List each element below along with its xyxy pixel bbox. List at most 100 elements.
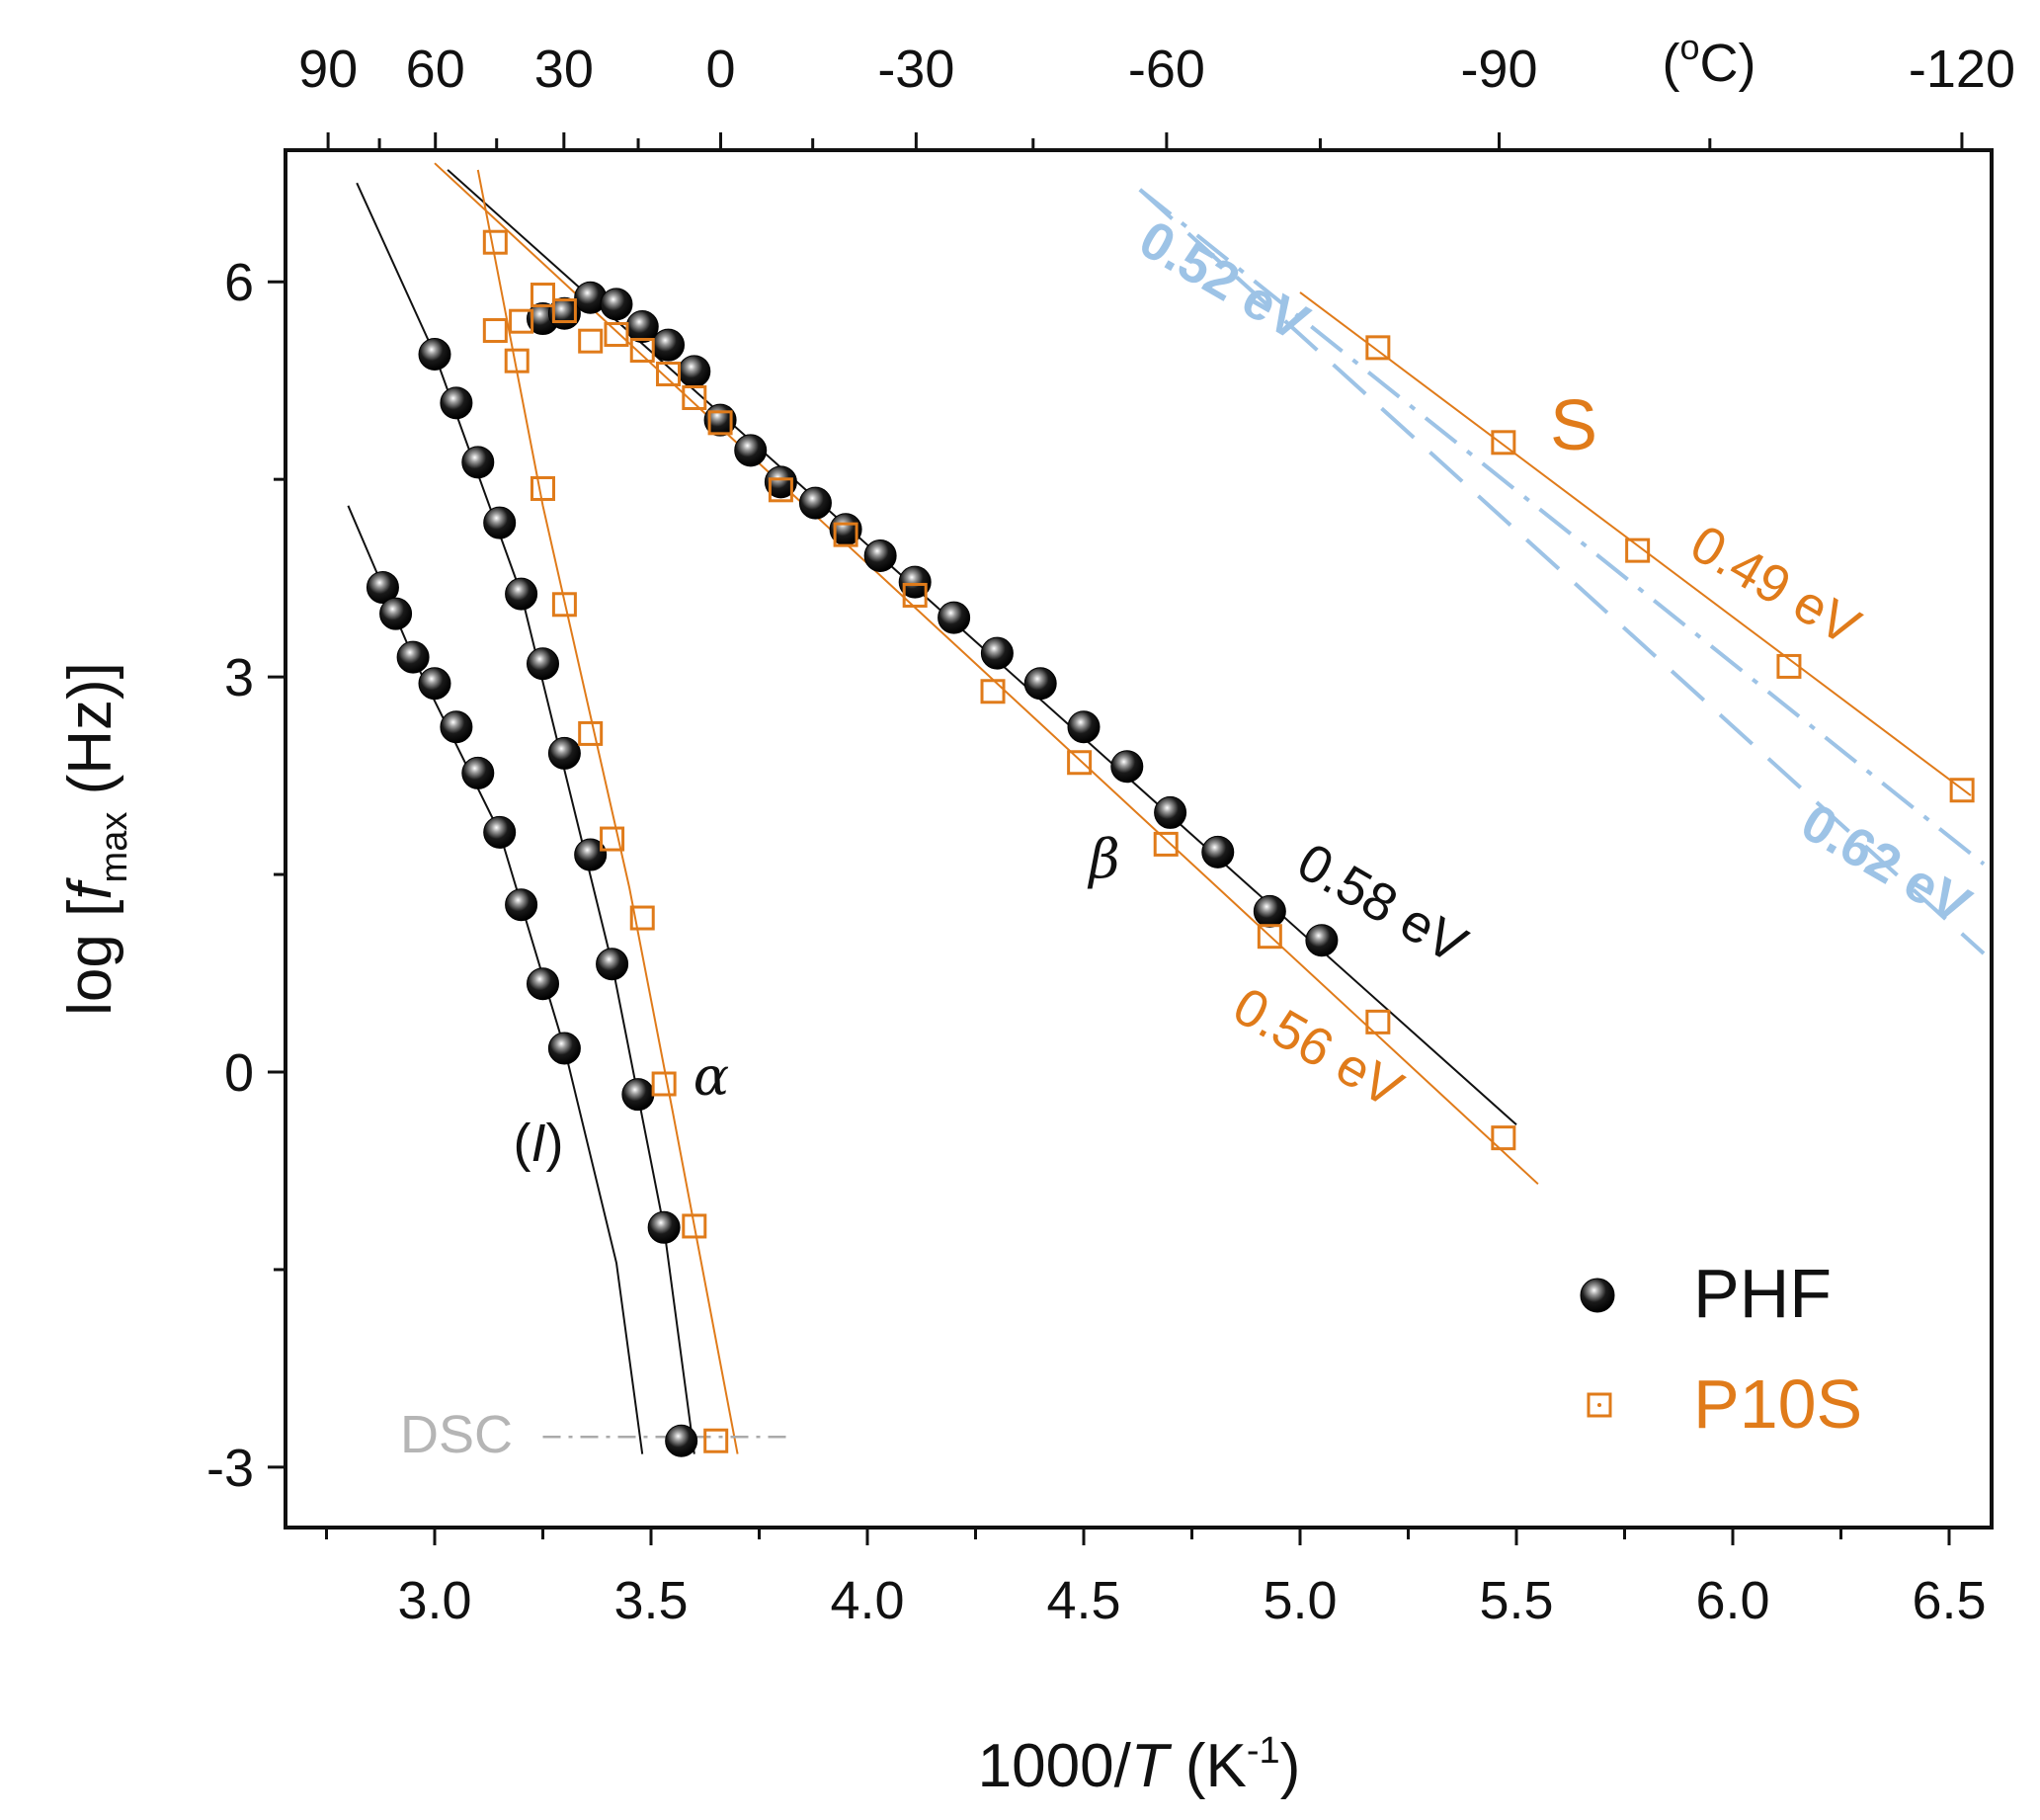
phf-point [1023,667,1057,701]
p10s-point [530,283,555,308]
phf-point [798,486,832,520]
x-tick-label: 3.0 [397,1571,471,1630]
phf-point [647,1210,681,1244]
phf-point [1305,924,1339,957]
p10s-point [1491,1125,1516,1151]
y-tick-label: -3 [206,1439,254,1498]
y-tick-label: 3 [224,648,254,707]
p10s-point [482,229,508,255]
top-axis-unit-label: (oC) [1663,27,1756,93]
ea-p10s-beta: 0.56 eV [1223,976,1412,1119]
phf-point [483,506,517,539]
top-tick-label: -60 [1128,40,1205,99]
p10s-point [629,338,655,364]
p10s-point [629,905,655,931]
phf-point [440,386,473,420]
phf-point [483,815,517,849]
p10s-point [980,679,1006,704]
label-beta: β [1087,828,1119,890]
phf-point [898,565,932,599]
legend-label-p10s: P10S [1693,1365,1862,1443]
top-tick-label: -120 [1909,40,2015,99]
phf-point [547,1032,581,1065]
fit-line [347,505,644,1454]
p10s-point [1491,430,1516,455]
p10s-point [682,385,707,411]
top-tick-label: -30 [877,40,954,99]
p10s-point [578,328,604,354]
top-tick-label: 0 [705,40,735,99]
top-tick-label: 30 [534,40,594,99]
p10s-point [656,362,682,387]
p10s-point [902,582,928,608]
p10s-point [703,1428,729,1453]
p10s-point [833,522,858,547]
x-tick-label: 4.0 [830,1571,904,1630]
phf-point [652,328,686,362]
p10s-point [768,477,793,503]
label-I-close: ) [546,1114,564,1173]
ea-upper: 0.52 eV [1129,209,1318,353]
p10s-point [1365,335,1391,361]
top-tick-label: 60 [406,40,465,99]
phf-point [1067,710,1101,744]
p10s-point [482,318,508,344]
fit-line [434,162,1539,1186]
legend-label-phf: PHF [1693,1255,1832,1332]
phf-point [505,577,538,611]
x-axis-title-unit-sup: -1 [1247,1730,1280,1772]
phf-point [418,338,451,372]
phf-point [938,601,971,634]
phf-point [625,310,659,344]
p10s-point [1949,778,1975,803]
label-dsc: DSC [400,1405,513,1464]
label-alpha: α [694,1045,729,1108]
phf-point [863,538,897,572]
p10s-point [1365,1009,1391,1034]
phf-point [547,736,581,770]
x-axis-title-unit-open: (K [1169,1732,1247,1800]
legend-marker-p10s [1587,1392,1612,1418]
top-tick-label: 90 [298,40,358,99]
top-tick-label: -90 [1460,40,1537,99]
phf-point [418,667,451,701]
phf-point [379,597,413,630]
p10s-point [600,826,625,852]
label-I-var: I [530,1114,545,1173]
label-I: (I) [514,1114,564,1173]
phf-point [527,967,559,1001]
fit-line [356,182,695,1454]
plot-frame [284,148,1994,1530]
phf-point [505,888,538,922]
x-tick-label: 3.5 [613,1571,688,1630]
phf-point [440,710,473,744]
x-tick-label: 6.0 [1695,1571,1769,1630]
p10s-point [1153,831,1179,857]
p10s-point [509,308,534,334]
x-tick-label: 5.0 [1263,1571,1337,1630]
top-axis-unit-open: ( [1663,34,1680,93]
x-tick-label: 5.5 [1479,1571,1553,1630]
phf-point [1110,750,1144,784]
phf-point [527,647,559,681]
label-S: S [1550,386,1597,465]
p10s-point [682,1213,707,1239]
y-tick-label: 6 [224,253,254,312]
y-axis-title-prefix: log [ [56,900,124,1016]
phf-point [980,636,1014,670]
x-tick-label: 6.5 [1912,1571,1986,1630]
phf-point [574,838,608,871]
p10s-point [578,720,604,746]
p10s-point [504,348,530,373]
phf-point [596,948,629,981]
phf-point [1201,835,1235,869]
phf-point [1253,894,1286,928]
x-axis-title: 1000/T (K-1) [978,1730,1301,1800]
y-axis-title-suffix: (Hz)] [56,662,124,812]
phf-point [1154,795,1187,829]
phf-point [665,1424,698,1457]
legend-marker-phf [1580,1278,1615,1313]
fit-line [1138,188,1986,955]
